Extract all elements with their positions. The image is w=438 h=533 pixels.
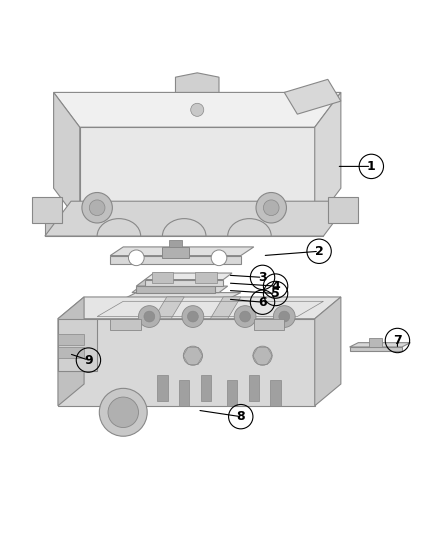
Circle shape <box>187 311 198 322</box>
Bar <box>254 319 284 329</box>
Polygon shape <box>58 319 315 406</box>
Bar <box>179 379 189 406</box>
Polygon shape <box>136 279 223 286</box>
Polygon shape <box>315 297 341 406</box>
Polygon shape <box>45 219 323 236</box>
Text: 2: 2 <box>315 245 324 258</box>
Polygon shape <box>58 319 97 371</box>
Polygon shape <box>123 293 241 299</box>
Polygon shape <box>145 273 232 279</box>
Polygon shape <box>80 127 315 223</box>
Polygon shape <box>210 297 241 319</box>
Polygon shape <box>176 73 219 92</box>
Bar <box>110 319 141 329</box>
Bar <box>227 379 237 406</box>
Polygon shape <box>169 240 182 247</box>
Polygon shape <box>123 299 228 305</box>
Circle shape <box>191 103 204 116</box>
Polygon shape <box>369 338 382 347</box>
Bar <box>249 375 259 401</box>
Text: 8: 8 <box>237 410 245 423</box>
Polygon shape <box>328 197 358 223</box>
Circle shape <box>138 305 160 327</box>
Bar <box>58 334 84 345</box>
Polygon shape <box>110 256 241 264</box>
Text: 6: 6 <box>258 296 267 309</box>
Text: 9: 9 <box>84 353 93 367</box>
Circle shape <box>211 250 227 265</box>
Bar <box>201 375 211 401</box>
Circle shape <box>234 305 256 327</box>
Polygon shape <box>45 201 350 236</box>
Polygon shape <box>350 343 410 347</box>
Circle shape <box>144 311 155 322</box>
Polygon shape <box>350 347 402 351</box>
Polygon shape <box>58 297 341 319</box>
Circle shape <box>256 192 286 223</box>
Text: 4: 4 <box>271 280 280 293</box>
Bar <box>58 347 84 358</box>
Polygon shape <box>110 247 254 256</box>
Circle shape <box>182 305 204 327</box>
Circle shape <box>184 346 202 365</box>
Text: 7: 7 <box>393 334 402 347</box>
Circle shape <box>89 200 105 215</box>
Bar <box>152 272 173 283</box>
Polygon shape <box>132 286 228 293</box>
Circle shape <box>263 200 279 215</box>
Polygon shape <box>32 197 62 223</box>
Polygon shape <box>145 279 223 286</box>
Polygon shape <box>284 79 341 114</box>
Bar <box>195 272 217 283</box>
Text: 1: 1 <box>367 160 376 173</box>
Polygon shape <box>53 92 341 127</box>
Circle shape <box>99 389 147 436</box>
Circle shape <box>240 311 251 322</box>
Circle shape <box>128 250 144 265</box>
Circle shape <box>82 192 113 223</box>
Bar <box>157 375 168 401</box>
Circle shape <box>253 346 272 365</box>
Polygon shape <box>154 297 184 319</box>
Circle shape <box>273 305 295 327</box>
Circle shape <box>279 311 290 322</box>
Polygon shape <box>58 297 84 406</box>
Text: 3: 3 <box>258 271 267 284</box>
Polygon shape <box>162 247 188 258</box>
Polygon shape <box>315 92 341 223</box>
Text: 5: 5 <box>271 287 280 300</box>
Bar <box>270 379 281 406</box>
Circle shape <box>108 397 138 427</box>
Polygon shape <box>53 92 80 223</box>
Polygon shape <box>136 286 215 293</box>
